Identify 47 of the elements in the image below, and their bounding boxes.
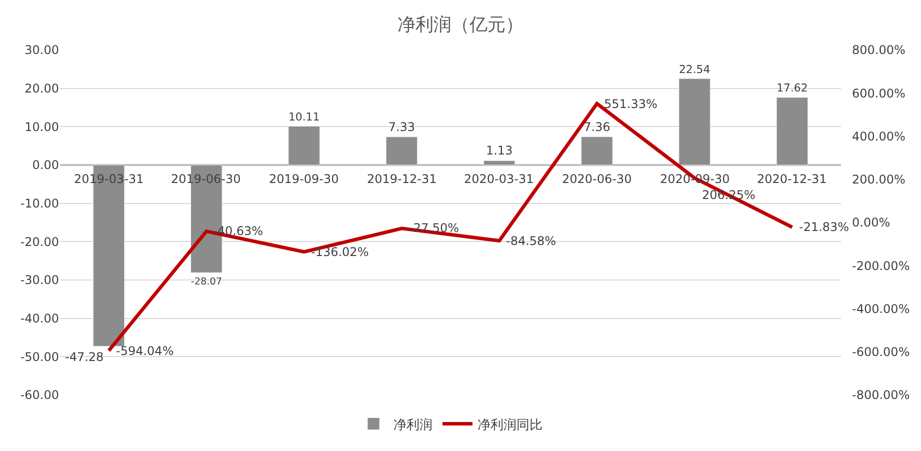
- x-tick-label: 2019-09-30: [269, 172, 339, 186]
- y-tick-label: 0.00: [32, 158, 59, 172]
- data-label: 22.54: [678, 62, 710, 76]
- chart-title: 净利润（亿元）: [398, 14, 524, 36]
- data-label: -21.83%: [799, 220, 850, 234]
- bar: [678, 78, 710, 166]
- bar: [386, 136, 418, 166]
- data-label: 17.62: [776, 82, 808, 95]
- x-tick-label: 2020-12-31: [757, 172, 827, 186]
- data-label: 7.33: [388, 120, 416, 134]
- x-tick-label: 2019-12-31: [367, 172, 437, 186]
- y-tick-label: -60.00: [20, 388, 59, 402]
- y-tick-label: 30.00: [24, 43, 59, 58]
- data-label: -136.02%: [311, 245, 369, 259]
- x-tick-label: 2020-06-30: [562, 172, 632, 186]
- x-tick-label: 2020-03-31: [464, 172, 534, 186]
- data-label: 1.13: [486, 144, 513, 158]
- y-tick-label: -50.00: [20, 350, 59, 364]
- legend-label: 净利润同比: [478, 418, 542, 433]
- y-tick-label: -30.00: [20, 273, 59, 288]
- y2-tick-label: 600.00%: [852, 86, 906, 100]
- y2-tick-label: -400.00%: [852, 302, 910, 316]
- y2-tick-label: -200.00%: [852, 258, 910, 273]
- data-label: -27.50%: [409, 221, 460, 235]
- bar: [581, 136, 613, 166]
- data-label: 7.36: [584, 120, 610, 134]
- data-label: -594.04%: [116, 344, 174, 358]
- data-label: 10.11: [288, 110, 320, 124]
- data-label: -28.07: [190, 276, 222, 288]
- data-label: -47.28: [65, 350, 104, 364]
- legend-label: 净利润: [394, 418, 432, 433]
- y2-tick-label: -800.00%: [852, 388, 910, 402]
- data-label: 551.33%: [604, 97, 658, 111]
- bar: [288, 126, 320, 166]
- y-tick-label: -20.00: [20, 234, 59, 249]
- y2-tick-label: -600.00%: [852, 345, 910, 360]
- data-label: -84.58%: [506, 234, 556, 248]
- y-tick-label: -10.00: [20, 196, 59, 211]
- y2-tick-label: 400.00%: [852, 129, 906, 144]
- y-tick-label: 20.00: [24, 82, 59, 96]
- bar: [776, 97, 808, 166]
- bar: [483, 160, 516, 166]
- y-tick-label: 10.00: [24, 120, 59, 134]
- y2-tick-label: 800.00%: [852, 43, 906, 58]
- y2-tick-label: 0.00%: [852, 216, 890, 230]
- y-tick-label: -40.00: [20, 312, 59, 326]
- y2-tick-label: 200.00%: [852, 172, 906, 187]
